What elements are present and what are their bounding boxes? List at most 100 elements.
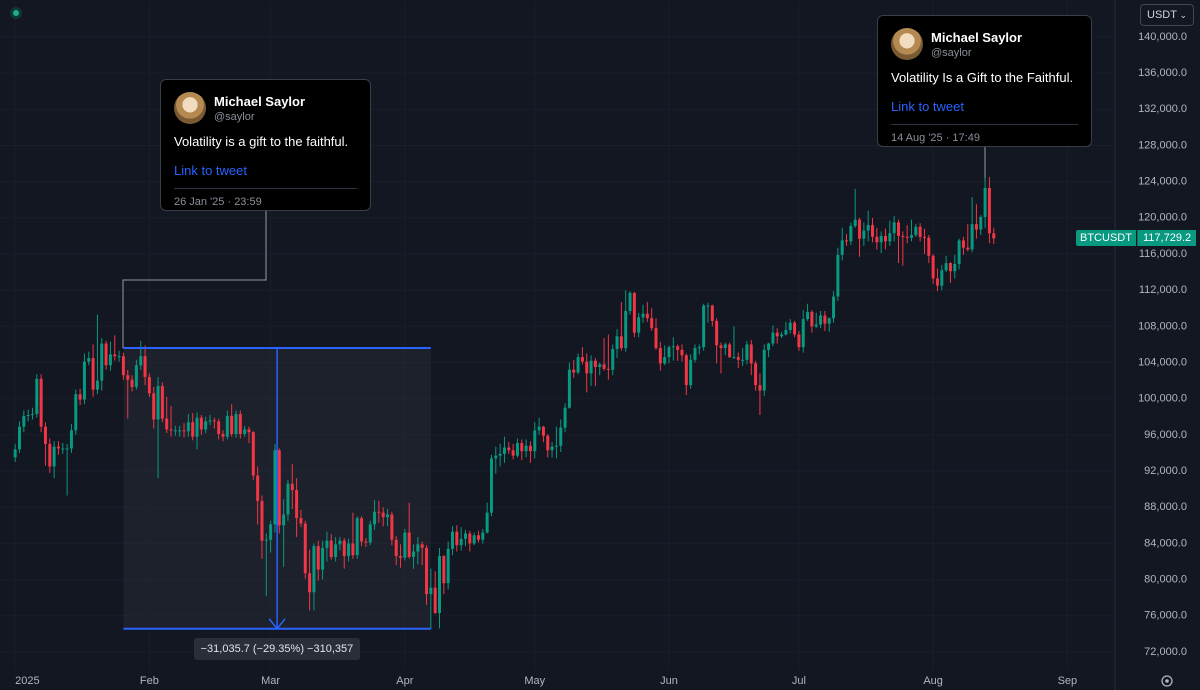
candle-body — [173, 430, 177, 432]
candle-body — [728, 344, 732, 358]
candle-body — [758, 385, 762, 391]
candle-body — [360, 518, 364, 542]
candle-body — [351, 543, 355, 556]
candle-body — [221, 433, 225, 437]
candle-body — [663, 357, 667, 364]
candle-body — [178, 430, 182, 432]
settings-icon[interactable] — [1161, 675, 1173, 687]
candle-body — [723, 344, 727, 349]
candle-body — [511, 450, 515, 456]
tweet-link[interactable]: Link to tweet — [174, 163, 247, 178]
x-tick-label: Aug — [923, 675, 943, 687]
candle-body — [823, 315, 827, 324]
currency-select[interactable]: USDT ⌄ — [1140, 4, 1194, 26]
y-tick-label: 112,000.0 — [1139, 284, 1187, 296]
candle-body — [386, 514, 390, 518]
candle-body — [48, 443, 52, 467]
y-tick-label: 88,000.0 — [1144, 501, 1187, 513]
candle-body — [182, 430, 186, 432]
candle-body — [39, 378, 43, 427]
candle-body — [17, 426, 21, 450]
candle-body — [321, 547, 325, 570]
candle-body — [689, 359, 693, 386]
candle-body — [909, 235, 913, 238]
candle-body — [654, 328, 658, 349]
candle-body — [30, 414, 34, 416]
tweet-card[interactable]: Michael Saylor @saylor Volatility Is a Gi… — [877, 15, 1092, 147]
candle-body — [338, 540, 342, 545]
candle-body — [671, 346, 675, 348]
candle-body — [827, 318, 831, 324]
candle-body — [793, 322, 797, 335]
y-tick-label: 116,000.0 — [1139, 248, 1187, 260]
tweet-text: Volatility Is a Gift to the Faithful. — [891, 70, 1074, 85]
candle-body — [282, 514, 286, 526]
candle-body — [468, 533, 472, 544]
candle-body — [585, 361, 589, 374]
candle-body — [113, 354, 117, 357]
candle-body — [619, 336, 623, 349]
candle-body — [602, 364, 606, 369]
candle-body — [13, 449, 17, 458]
candle-body — [95, 380, 99, 390]
candle-body — [78, 394, 82, 400]
candle-body — [905, 236, 909, 238]
candle-body — [559, 427, 563, 446]
candle-body — [615, 336, 619, 349]
candle-body — [741, 359, 745, 361]
candle-body — [412, 551, 416, 557]
tweet-time: 14 Aug '25 · 17:49 — [891, 132, 980, 144]
candle-body — [126, 375, 130, 380]
candle-body — [217, 421, 221, 434]
candle-body — [43, 426, 47, 444]
candle-body — [537, 426, 541, 431]
y-tick-label: 100,000.0 — [1138, 393, 1187, 405]
candle-body — [533, 430, 537, 452]
candle-body — [74, 394, 78, 431]
x-tick-label: Sep — [1058, 675, 1078, 687]
candle-body — [485, 512, 489, 533]
candle-body — [334, 544, 338, 557]
candle-body — [139, 356, 143, 366]
y-tick-label: 80,000.0 — [1144, 573, 1187, 585]
candle-body — [212, 420, 216, 422]
x-tick-label: Feb — [140, 675, 159, 687]
y-tick-label: 128,000.0 — [1138, 139, 1187, 151]
x-tick-label: May — [524, 675, 545, 687]
y-tick-label: 108,000.0 — [1138, 320, 1187, 332]
candle-body — [693, 348, 697, 360]
candle-body — [927, 237, 931, 256]
y-tick-label: 76,000.0 — [1144, 610, 1187, 622]
x-tick-label: Apr — [396, 675, 413, 687]
candle-body — [554, 445, 558, 447]
candle-body — [56, 446, 60, 449]
candle-body — [277, 450, 281, 526]
candle-body — [849, 225, 853, 242]
candle-body — [251, 432, 255, 476]
candle-body — [593, 360, 597, 368]
tweet-card[interactable]: Michael Saylor @saylor Volatility is a gi… — [160, 79, 371, 211]
candle-body — [810, 311, 814, 327]
candle-body — [165, 418, 169, 430]
candle-body — [576, 357, 580, 373]
tweet-link[interactable]: Link to tweet — [891, 99, 964, 114]
avatar — [174, 92, 206, 124]
candle-body — [922, 236, 926, 238]
candle-body — [199, 417, 203, 430]
candle-body — [191, 422, 195, 437]
candle-body — [979, 216, 983, 230]
candle-body — [970, 224, 974, 250]
candle-body — [935, 278, 939, 286]
candle-body — [572, 369, 576, 373]
x-tick-label: Jul — [792, 675, 806, 687]
candle-body — [775, 332, 779, 337]
candle-body — [61, 448, 65, 450]
candle-body — [762, 349, 766, 391]
candle-body — [450, 531, 454, 549]
candle-body — [152, 393, 156, 420]
candle-body — [446, 548, 450, 584]
candle-body — [394, 539, 398, 557]
candle-body — [580, 357, 584, 362]
candle-body — [637, 317, 641, 333]
